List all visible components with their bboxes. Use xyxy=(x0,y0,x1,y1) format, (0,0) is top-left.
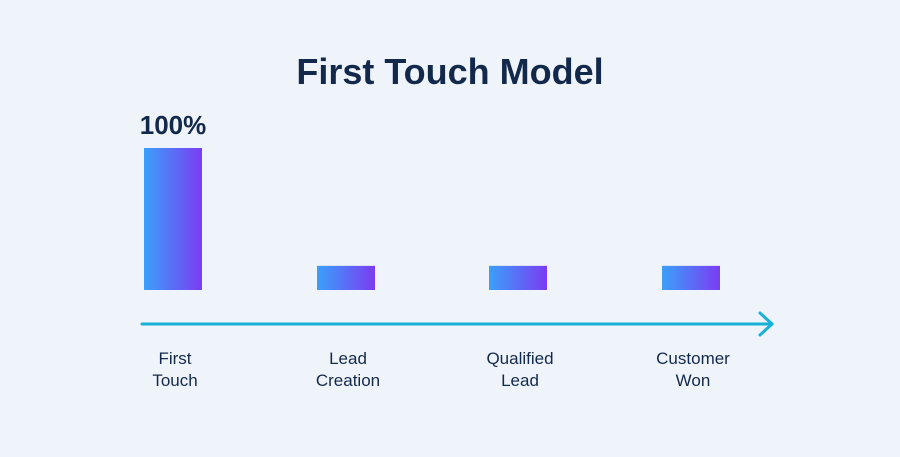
x-tick-label: Customer Won xyxy=(656,349,730,390)
bar-customer-won xyxy=(662,265,720,290)
chart-title: First Touch Model xyxy=(296,51,604,92)
bar-qualified-lead xyxy=(489,265,547,290)
bar-lead-creation xyxy=(317,265,375,290)
x-tick-label: Qualified Lead xyxy=(486,349,554,390)
data-label: 100% xyxy=(140,110,207,140)
x-tick-label: First Touch xyxy=(152,349,198,390)
x-tick-label: Lead Creation xyxy=(315,349,381,390)
x-axis-arrow xyxy=(140,311,774,337)
bar-first-touch xyxy=(144,148,202,290)
